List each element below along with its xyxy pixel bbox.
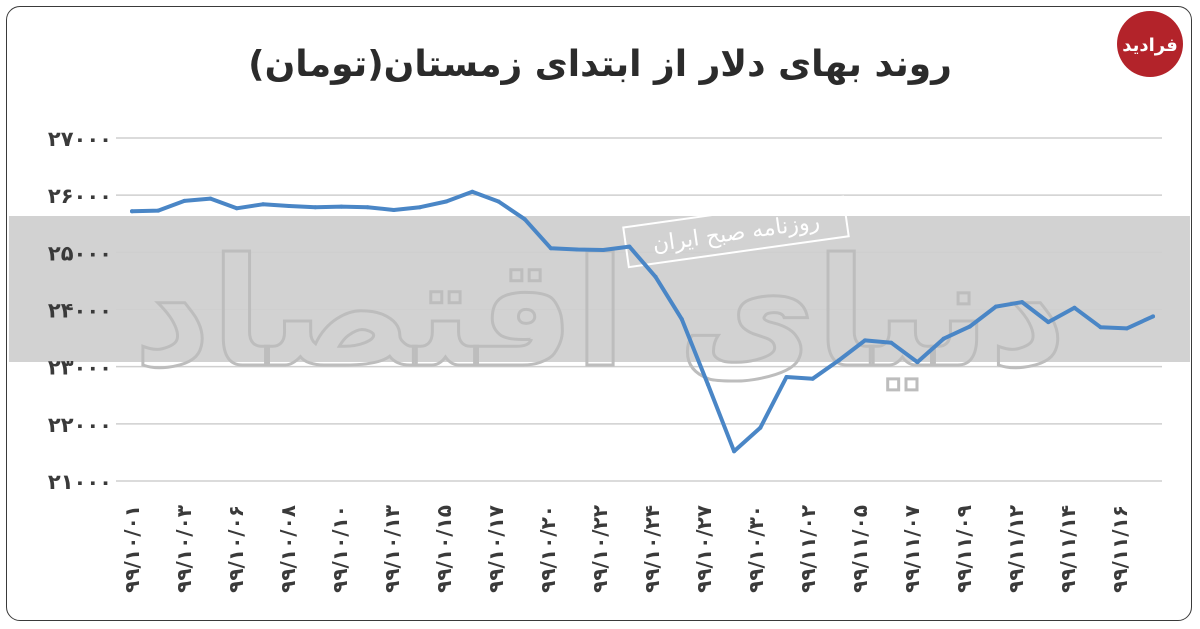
data-point xyxy=(967,324,972,329)
data-point xyxy=(418,205,422,210)
logo-badge xyxy=(1117,11,1183,77)
y-tick-label: ۲۵۰۰۰ xyxy=(48,241,112,265)
y-tick-label: ۲۶۰۰۰ xyxy=(48,184,112,208)
x-tick-label: ۹۹/۱۱/۰۵ xyxy=(848,505,872,593)
series-layer xyxy=(130,189,1155,454)
data-point xyxy=(679,317,684,322)
data-point xyxy=(836,358,841,363)
watermark-band xyxy=(9,216,1190,362)
x-tick-label: ۹۹/۱۰/۲۷ xyxy=(692,505,716,593)
data-point xyxy=(810,376,815,381)
x-tick-label: ۹۹/۱۰/۰۸ xyxy=(276,505,300,593)
data-point xyxy=(522,217,527,222)
watermark-text: دنیای اقتصاد xyxy=(134,227,1067,401)
data-point xyxy=(601,248,606,252)
x-tick-label: ۹۹/۱۰/۰۶ xyxy=(224,505,248,593)
data-point xyxy=(1151,314,1155,319)
data-point xyxy=(496,199,501,204)
y-axis: ۲۱۰۰۰ ۲۲۰۰۰ ۲۳۰۰۰ ۲۴۰۰۰ ۲۵۰۰۰ ۲۶۰۰۰ ۲۷۰۰۰ xyxy=(48,127,112,494)
data-point xyxy=(653,274,658,279)
x-tick-label: ۹۹/۱۱/۱۲ xyxy=(1004,505,1028,593)
x-axis: ۹۹/۱۰/۰۱ ۹۹/۱۰/۰۳ ۹۹/۱۰/۰۶ ۹۹/۱۰/۰۸ ۹۹/۱۰/۱۰… xyxy=(120,505,1132,593)
data-point xyxy=(260,202,265,207)
x-tick-label: ۹۹/۱۱/۰۲ xyxy=(796,505,820,593)
x-tick-label: ۹۹/۱۰/۲۰ xyxy=(536,505,560,593)
data-point xyxy=(130,209,134,214)
data-point xyxy=(784,375,789,379)
data-point xyxy=(941,336,946,341)
data-point xyxy=(182,198,187,203)
data-point xyxy=(313,205,318,210)
data-point xyxy=(705,382,710,387)
y-tick-label: ۲۳۰۰۰ xyxy=(48,356,112,380)
data-point xyxy=(287,204,292,208)
x-tick-label: ۹۹/۱۰/۰۱ xyxy=(120,505,144,593)
data-point xyxy=(915,360,920,365)
x-tick-label: ۹۹/۱۱/۰۷ xyxy=(900,505,924,593)
x-tick-label: ۹۹/۱۰/۰۳ xyxy=(172,505,196,593)
x-tick-label: ۹۹/۱۱/۰۹ xyxy=(952,505,976,593)
data-point xyxy=(1098,325,1103,330)
data-point xyxy=(208,196,213,201)
data-point xyxy=(863,338,867,343)
y-tick-label: ۲۱۰۰۰ xyxy=(48,470,112,494)
data-point xyxy=(1020,300,1025,305)
data-point xyxy=(1124,326,1129,331)
series-line xyxy=(130,189,1155,454)
data-point xyxy=(1072,305,1077,310)
data-point xyxy=(391,208,396,212)
data-point xyxy=(365,205,370,210)
data-point xyxy=(548,246,553,251)
data-point xyxy=(470,189,475,194)
y-tick-label: ۲۷۰۰۰ xyxy=(48,127,112,151)
data-point xyxy=(993,304,998,309)
data-point xyxy=(575,247,580,252)
data-point xyxy=(1046,320,1051,325)
x-tick-label: ۹۹/۱۱/۱۶ xyxy=(1108,505,1132,593)
data-point xyxy=(156,208,161,213)
y-tick-label: ۲۲۰۰۰ xyxy=(48,413,112,437)
logo-text: فرادید xyxy=(1122,35,1178,56)
x-tick-label: ۹۹/۱۰/۱۳ xyxy=(380,505,404,593)
data-point xyxy=(732,449,737,454)
x-tick-label: ۹۹/۱۰/۱۰ xyxy=(328,505,352,593)
x-tick-label: ۹۹/۱۰/۱۵ xyxy=(432,505,456,593)
x-tick-label: ۹۹/۱۰/۲۴ xyxy=(640,505,664,593)
data-point xyxy=(627,244,632,249)
x-tick-label: ۹۹/۱۰/۳۰ xyxy=(744,505,768,593)
data-point xyxy=(889,340,894,345)
chart-frame xyxy=(6,6,1192,621)
x-tick-label: ۹۹/۱۰/۱۷ xyxy=(484,505,508,593)
x-tick-label: ۹۹/۱۰/۲۲ xyxy=(588,505,612,593)
grid-layer xyxy=(116,137,1162,482)
data-point xyxy=(234,206,239,211)
x-tick-label: ۹۹/۱۱/۱۴ xyxy=(1056,505,1080,593)
data-point xyxy=(444,199,449,204)
y-tick-label: ۲۴۰۰۰ xyxy=(48,299,112,323)
data-point xyxy=(339,204,344,209)
chart-title: روند بهای دلار از ابتدای زمستان(تومان) xyxy=(248,44,952,85)
data-point xyxy=(758,425,763,430)
logo: فرادید xyxy=(1117,11,1183,77)
